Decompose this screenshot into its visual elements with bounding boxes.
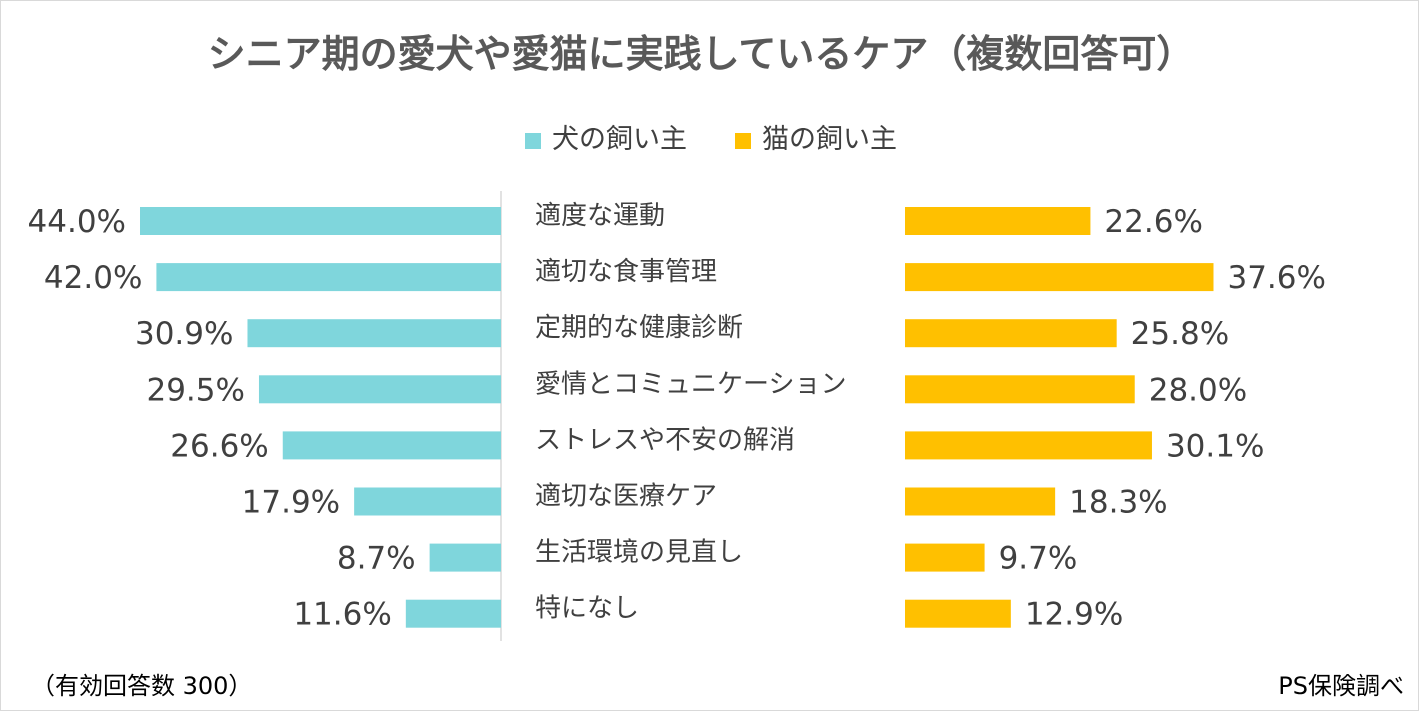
cat-bar-3 xyxy=(905,375,1135,404)
dog-value-label-4: 26.6% xyxy=(170,428,268,464)
dog-bar-1 xyxy=(156,263,501,292)
cat-value-label-4: 30.1% xyxy=(1166,428,1264,464)
bars-group: 44.0% 適度な運動 22.6% 42.0% 適切な食事管理 37.6% 30.9% 定期的… xyxy=(28,201,1326,633)
dog-bar-2 xyxy=(247,319,501,348)
cat-value-label-0: 22.6% xyxy=(1104,204,1202,240)
category-label-1: 適切な食事管理 xyxy=(535,257,717,287)
cat-value-label-7: 12.9% xyxy=(1025,597,1123,633)
legend-label-dog: 犬の飼い主 xyxy=(552,124,687,155)
cat-bar-7 xyxy=(905,599,1011,628)
dog-value-label-7: 11.6% xyxy=(293,597,391,633)
source-credit: PS保険調べ xyxy=(1278,672,1404,700)
category-label-2: 定期的な健康診断 xyxy=(535,313,743,343)
legend: 犬の飼い主 猫の飼い主 xyxy=(525,124,897,155)
legend-swatch-cat xyxy=(735,133,751,149)
dog-bar-6 xyxy=(429,543,501,572)
cat-value-label-5: 18.3% xyxy=(1069,485,1167,521)
cat-bar-0 xyxy=(905,207,1091,235)
dog-bar-5 xyxy=(354,487,501,516)
legend-swatch-dog xyxy=(525,133,541,149)
category-label-0: 適度な運動 xyxy=(535,201,665,231)
cat-value-label-2: 25.8% xyxy=(1131,316,1229,352)
category-label-6: 生活環境の見直し xyxy=(535,538,743,568)
category-label-5: 適切な医療ケア xyxy=(535,482,717,512)
dog-value-label-0: 44.0% xyxy=(28,204,126,240)
dog-bar-0 xyxy=(140,207,501,235)
dog-value-label-3: 29.5% xyxy=(146,372,244,408)
category-label-4: ストレスや不安の解消 xyxy=(535,425,795,455)
dog-value-label-6: 8.7% xyxy=(337,541,416,577)
dog-bar-4 xyxy=(282,431,501,460)
legend-label-cat: 猫の飼い主 xyxy=(762,124,897,155)
category-label-7: 特になし xyxy=(535,594,639,624)
dog-value-label-2: 30.9% xyxy=(135,316,233,352)
category-label-3: 愛情とコミュニケーション xyxy=(535,369,846,399)
cat-bar-5 xyxy=(905,487,1056,516)
dog-value-label-1: 42.0% xyxy=(44,260,142,296)
dog-bar-3 xyxy=(258,375,501,404)
cat-bar-6 xyxy=(905,543,985,572)
dog-bar-7 xyxy=(405,599,501,628)
footnote-sample-size: （有効回答数 300） xyxy=(31,672,252,700)
cat-bar-1 xyxy=(905,263,1214,292)
chart-title: シニア期の愛犬や愛猫に実践しているケア（複数回答可） xyxy=(208,32,1195,76)
cat-bar-4 xyxy=(905,431,1152,460)
cat-value-label-1: 37.6% xyxy=(1227,260,1325,296)
cat-value-label-6: 9.7% xyxy=(999,541,1078,577)
dog-value-label-5: 17.9% xyxy=(242,485,340,521)
cat-value-label-3: 28.0% xyxy=(1149,372,1247,408)
cat-bar-2 xyxy=(905,319,1117,348)
